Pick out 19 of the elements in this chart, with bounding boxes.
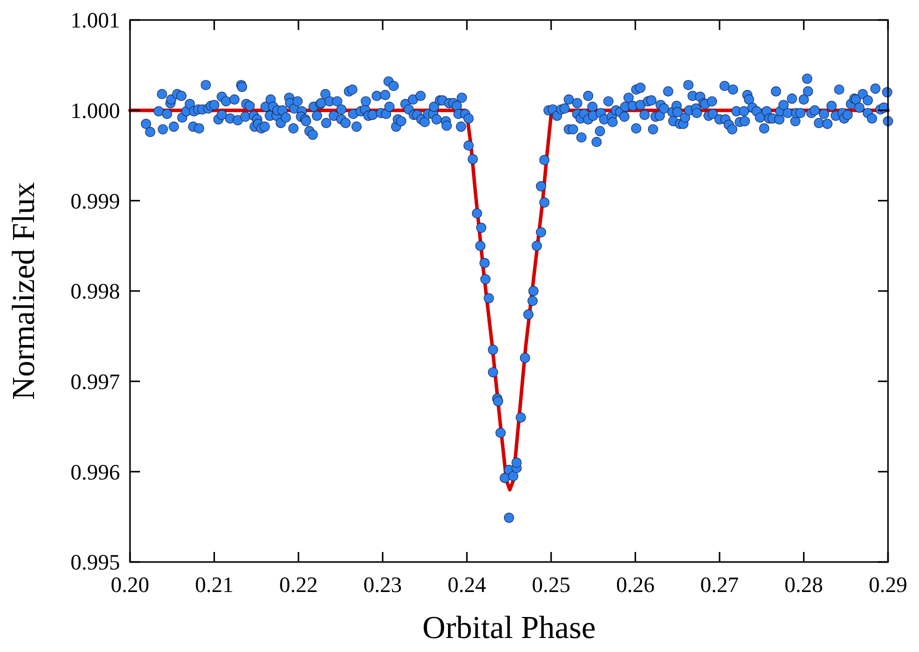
x-tick-label: 0.21: [194, 572, 234, 597]
x-tick-label: 0.22: [279, 572, 318, 597]
x-tick-label: 0.24: [448, 572, 486, 597]
x-tick-label: 0.20: [110, 572, 150, 597]
y-tick-label: 0.999: [70, 188, 120, 214]
y-axis-title: Normalized Flux: [5, 182, 41, 400]
x-axis-title: Orbital Phase: [422, 609, 596, 645]
x-tick-label: 0.23: [363, 572, 402, 597]
y-tick-label: 0.997: [70, 369, 120, 394]
y-tick-label: 0.995: [70, 550, 120, 575]
x-tick-label: 0.27: [700, 572, 739, 597]
x-tick-label: 0.28: [784, 572, 824, 597]
y-tick-label: 1.001: [70, 8, 120, 33]
y-tick-label: 1.000: [70, 98, 120, 124]
x-tick-label: 0.29: [868, 572, 908, 597]
y-tick-label: 0.996: [70, 459, 120, 484]
x-tick-label: 0.26: [616, 572, 655, 597]
x-tick-label: 0.25: [532, 572, 570, 597]
y-tick-label: 0.998: [70, 278, 120, 304]
